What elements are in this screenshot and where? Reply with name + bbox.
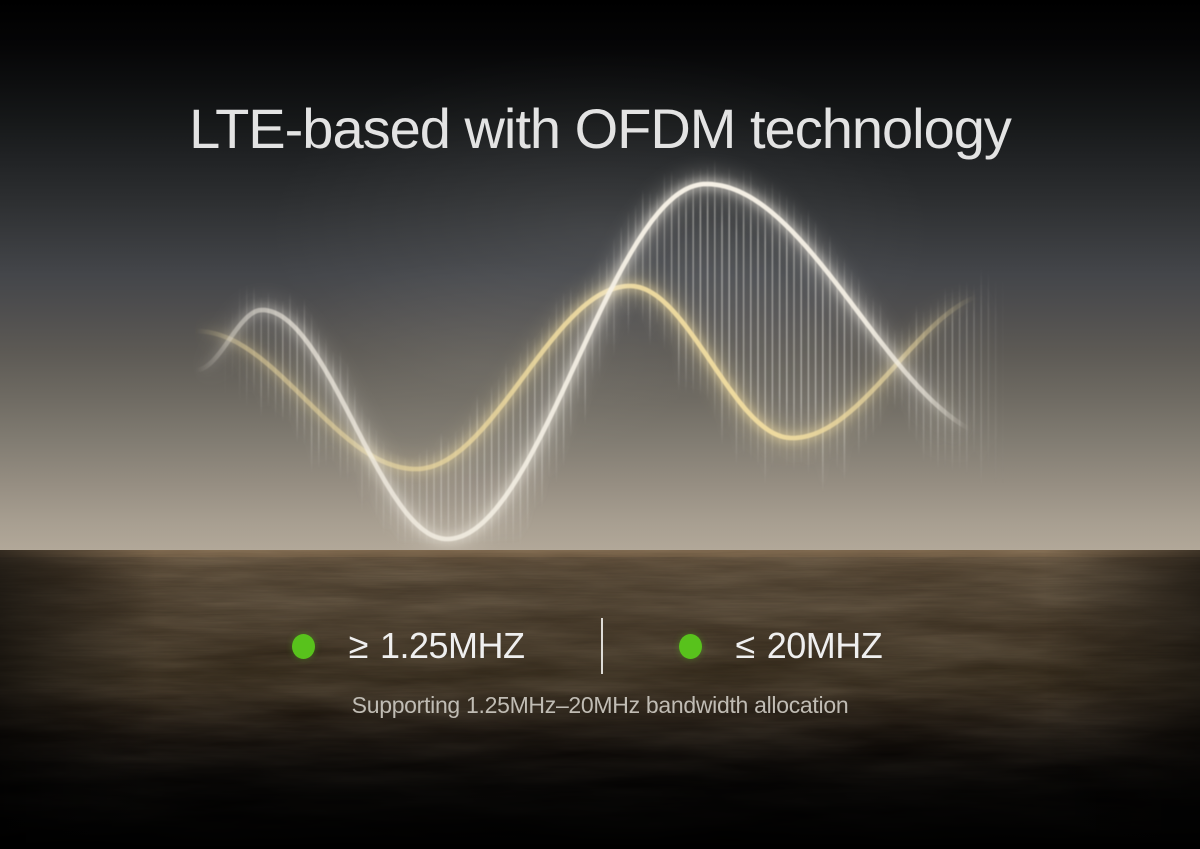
spec-min-bandwidth: ≥1.25MHZ xyxy=(291,625,525,667)
spec-min-label: ≥1.25MHZ xyxy=(349,625,525,667)
spec-min-operator: ≥ xyxy=(348,625,369,666)
spec-max-operator: ≤ xyxy=(735,625,756,666)
ofdm-wave-graphic xyxy=(184,158,1021,552)
bandwidth-caption: Supporting 1.25MHz–20MHz bandwidth alloc… xyxy=(351,692,849,718)
wood-texture xyxy=(0,550,1200,849)
spec-min-value: 1.25MHZ xyxy=(379,625,525,666)
spec-max-bandwidth: ≤20MHZ xyxy=(678,625,883,667)
green-bullet-icon xyxy=(678,633,702,659)
vertical-divider xyxy=(600,618,603,674)
spec-max-label: ≤20MHZ xyxy=(736,625,883,667)
spec-max-value: 20MHZ xyxy=(766,625,883,666)
ground-surface xyxy=(0,550,1200,849)
bandwidth-specs-row: ≥1.25MHZ ≤20MHZ xyxy=(0,612,1187,680)
green-bullet-icon xyxy=(291,633,315,659)
page-title: LTE-based with OFDM technology xyxy=(189,97,1012,160)
